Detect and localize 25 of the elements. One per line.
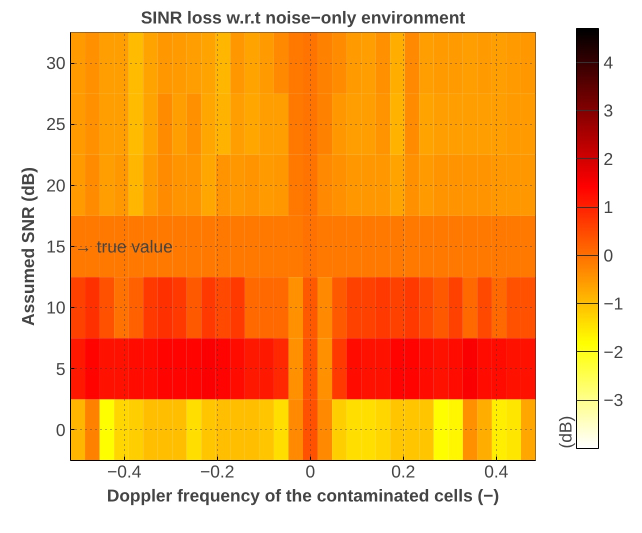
color-bar-label: −2 bbox=[604, 342, 624, 362]
y-tick-label: 10 bbox=[46, 298, 66, 318]
x-tick-label: −0.2 bbox=[200, 462, 234, 482]
y-tick-label: 25 bbox=[46, 114, 66, 134]
color-bar-label: 2 bbox=[604, 148, 614, 169]
color-bar-title: (dB) bbox=[556, 416, 576, 448]
color-bar-label: −3 bbox=[604, 390, 624, 410]
x-tick-label: 0.2 bbox=[391, 462, 416, 482]
y-tick-label: 15 bbox=[46, 236, 66, 256]
x-tick-label: −0.4 bbox=[107, 462, 142, 482]
annotation: → true value bbox=[74, 236, 173, 256]
y-tick-label: 30 bbox=[46, 53, 66, 74]
y-tick-label: 0 bbox=[56, 420, 66, 440]
x-axis-title: Doppler frequency of the contaminated cells (−) bbox=[106, 486, 500, 506]
x-tick-label: 0 bbox=[305, 462, 316, 482]
color-bar-label: 0 bbox=[604, 245, 614, 266]
color-bar-label: 1 bbox=[604, 197, 614, 218]
y-tick-label: 20 bbox=[46, 175, 66, 196]
color-bar-label: 3 bbox=[604, 100, 614, 121]
color-bar-label: −1 bbox=[604, 294, 624, 314]
chart-title: SINR loss w.r.t noise−only environment bbox=[140, 8, 466, 28]
y-axis-title: Assumed SNR (dB) bbox=[18, 167, 38, 326]
color-bar-label: 4 bbox=[604, 52, 614, 72]
y-tick-label: 5 bbox=[56, 358, 66, 379]
x-tick-label: 0.4 bbox=[484, 462, 509, 482]
